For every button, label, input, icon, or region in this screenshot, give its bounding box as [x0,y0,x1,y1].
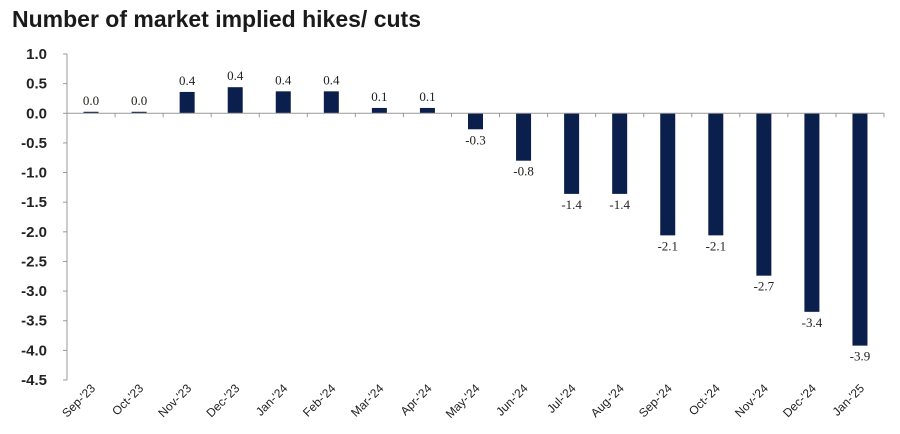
y-tick-label: 1.0 [26,46,47,63]
data-label: 0.1 [419,89,435,104]
bar [708,113,724,236]
data-label: -0.8 [513,164,534,179]
data-label: 0.0 [83,93,99,108]
bar [275,91,291,114]
data-label: 0.0 [131,93,147,108]
chart-title: Number of market implied hikes/ cuts [12,6,422,32]
x-tick-label: Nov-'23 [155,381,194,420]
data-label: -2.7 [754,279,775,294]
x-tick-label: Sep-'24 [636,381,675,420]
y-tick-label: 0.5 [26,76,47,93]
y-tick-label: -3.5 [21,313,47,330]
y-tick-label: -1.5 [21,194,47,211]
x-tick-label: Feb-'24 [300,381,339,420]
bar [83,111,99,114]
bar [179,91,195,114]
bar [804,113,820,312]
x-tick-label: Nov-'24 [732,381,771,420]
x-tick-label: Jan-'25 [830,381,868,419]
x-tick-label: Sep-'23 [59,381,98,420]
x-tick-label: Dec-'23 [203,381,242,420]
bar [323,91,339,114]
x-tick-label: Oct-'24 [686,381,723,418]
bar [852,113,868,346]
bar [371,107,387,114]
bar [756,113,772,276]
y-axis: 1.0 0.5 0.0 -0.5 -1.0 -1.5 -2.0 -2.5 -3.0 -3.5 -4.… [21,46,68,389]
data-label: -0.3 [465,132,486,147]
data-label: 0.4 [275,72,292,87]
bar [131,111,147,114]
x-tick-label: May-'24 [443,381,483,421]
bar [660,113,676,236]
bar [227,87,243,114]
bar [419,107,435,114]
data-label: 0.4 [227,68,244,83]
y-tick-label: -2.5 [21,253,47,270]
data-labels: 0.0 0.0 0.4 0.4 0.4 0.4 0.1 0.1 -0.3 -0.8 -1.4 -1.4… [83,68,870,363]
y-tick-label: -0.5 [21,135,47,152]
bars [83,87,868,346]
y-tick-label: -3.0 [21,283,47,300]
data-label: -3.9 [850,349,871,364]
y-tick-label: -4.0 [21,342,47,359]
x-tick-label: Mar-'24 [348,381,387,420]
bar [468,113,483,130]
data-label: 0.4 [323,72,340,87]
data-label: -2.1 [705,238,726,253]
data-label: -2.1 [657,238,678,253]
y-tick-label: -4.5 [21,372,47,389]
bar [612,113,628,194]
x-tick-label: Jan-'24 [253,381,291,419]
data-label: 0.4 [179,73,196,88]
data-label: -3.4 [802,315,823,330]
data-label: -1.4 [609,197,630,212]
data-label: 0.1 [371,89,387,104]
x-tick-label: Dec-'24 [780,381,819,420]
bar [564,113,580,194]
x-tick-label: Jun-'24 [493,381,531,419]
data-label: -1.4 [561,197,582,212]
y-tick-label: -1.0 [21,165,47,182]
x-tick-label: Aug-'24 [588,381,627,420]
x-tick-label: Apr-'24 [398,381,435,418]
x-tick-label: Jul-'24 [544,381,579,416]
bar [516,113,532,161]
y-tick-label: 0.0 [26,105,47,122]
y-tick-label: -2.0 [21,224,47,241]
x-tick-label: Oct-'23 [109,381,146,418]
